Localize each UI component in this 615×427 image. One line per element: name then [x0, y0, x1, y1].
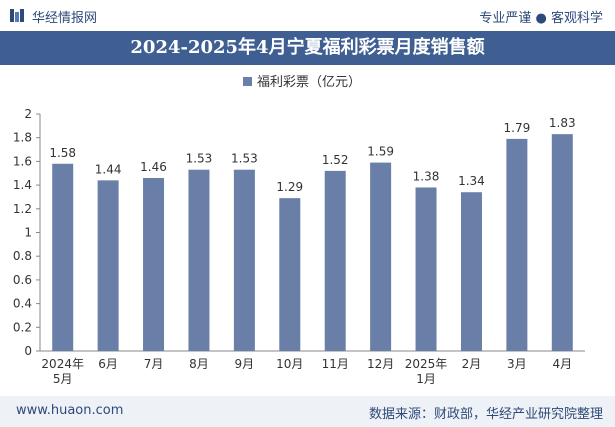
x-tick-label: 4月	[552, 357, 572, 371]
tagline: 专业严谨 ● 客观科学	[479, 11, 603, 26]
bar-value-label: 1.46	[140, 160, 167, 174]
bar-chart: 福利彩票（亿元） 0 0.2 0.4 0.6 0.8 1 1.2 1.4 1.6 1.8 2 1.5…	[13, 75, 585, 386]
bar-value-label: 1.52	[322, 153, 349, 167]
y-tick-label: 0	[24, 344, 32, 358]
y-tick-label: 0.6	[13, 273, 32, 287]
bar-value-label: 1.83	[549, 116, 576, 130]
bar	[52, 163, 74, 351]
y-tick-label: 1.8	[13, 131, 32, 145]
x-tick-label: 2024年 5月	[41, 357, 84, 386]
x-tick-label: 7月	[144, 357, 164, 371]
y-tick-label: 1.2	[13, 202, 32, 216]
y-tick-label: 0.2	[13, 320, 32, 334]
x-tick-label: 3月	[507, 357, 527, 371]
bar	[143, 177, 165, 351]
legend: 福利彩票（亿元）	[243, 75, 361, 90]
bar-value-label: 1.58	[49, 146, 76, 160]
bar-value-label: 1.53	[231, 152, 258, 166]
x-tick-label: 10月	[276, 357, 303, 371]
y-tick-label: 1	[24, 226, 32, 240]
axes: 0 0.2 0.4 0.6 0.8 1 1.2 1.4 1.6 1.8 2	[13, 107, 585, 358]
bar-value-label: 1.44	[95, 162, 122, 176]
y-tick-label: 0.8	[13, 249, 32, 263]
x-tick-label: 2025年 1月	[405, 357, 448, 386]
chart-title: 2024-2025年4月宁夏福利彩票月度销售额	[0, 31, 615, 65]
bar	[188, 169, 210, 351]
bar	[233, 169, 255, 351]
x-tick-label: 11月	[322, 357, 349, 371]
y-tick-label: 1.4	[13, 178, 32, 192]
legend-swatch	[243, 77, 252, 86]
bar-value-label: 1.79	[504, 121, 531, 135]
bar-value-label: 1.59	[367, 145, 394, 159]
y-tick-label: 1.6	[13, 154, 32, 168]
bar	[370, 162, 392, 351]
bar	[279, 198, 301, 351]
x-tick-label: 12月	[367, 357, 394, 371]
bar	[460, 192, 482, 351]
legend-label: 福利彩票（亿元）	[257, 75, 361, 90]
top-bar: 华经情报网 专业严谨 ● 客观科学	[0, 0, 615, 31]
x-tick-label: 6月	[98, 357, 118, 371]
data-source: 数据来源：财政部，华经产业研究院整理	[368, 407, 603, 422]
website-link[interactable]: www.huaon.com	[16, 403, 124, 418]
bar	[97, 180, 119, 351]
bar	[506, 138, 528, 351]
y-tick-label: 2	[24, 107, 32, 121]
bar-value-label: 1.34	[458, 174, 485, 188]
footer: www.huaon.com 数据来源：财政部，华经产业研究院整理	[0, 396, 615, 427]
x-tick-label: 2月	[462, 357, 482, 371]
bar	[551, 134, 573, 351]
bar	[415, 187, 437, 351]
bar	[324, 170, 346, 351]
bar-value-label: 1.29	[276, 180, 303, 194]
brand-logo-icon	[10, 9, 24, 22]
x-tick-label: 9月	[235, 357, 255, 371]
bar-value-label: 1.38	[413, 169, 440, 183]
y-tick-label: 0.4	[13, 297, 32, 311]
bar-value-label: 1.53	[186, 152, 213, 166]
bars: 1.58 2024年 5月 1.44 6月 1.46 7月 1.53 8月 1.53 9月 1.29 1…	[41, 116, 575, 386]
x-tick-label: 8月	[189, 357, 209, 371]
brand-name: 华经情报网	[32, 11, 98, 26]
